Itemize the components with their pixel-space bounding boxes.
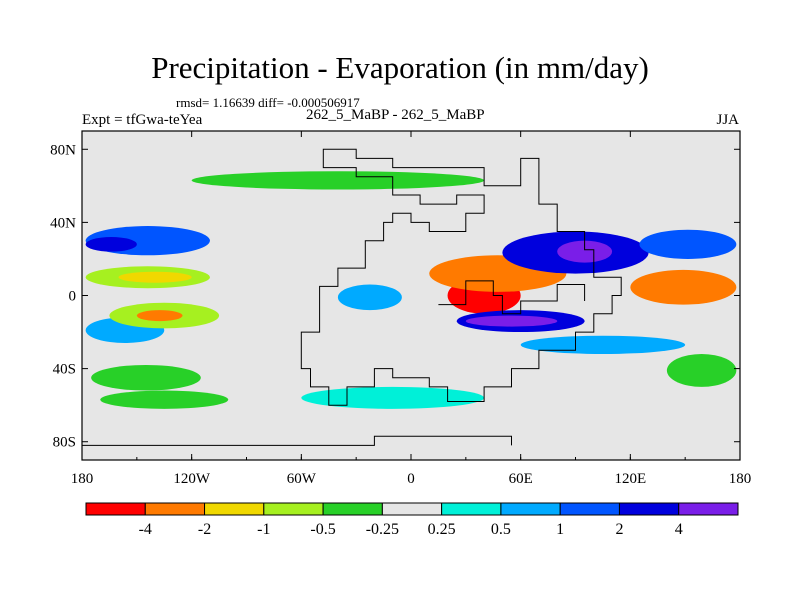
colorbar-swatch	[618, 502, 680, 516]
field-tethys-south-wet-core	[465, 315, 558, 327]
season-label: JJA	[716, 112, 739, 128]
colorbar-label: 0.5	[491, 521, 511, 538]
colorbar: -4 -2 -1 -0.5 -0.25 0.25 0.5 1 2 4	[85, 502, 739, 538]
continent-outline	[82, 148, 622, 446]
y-tick-label: 40N	[50, 215, 76, 231]
colorbar-label: -2	[198, 521, 211, 538]
x-tick-label: 180	[729, 471, 752, 487]
colorbar-label: 0.25	[428, 521, 456, 538]
colorbar-label: -1	[257, 521, 270, 538]
x-tick-label: 60W	[287, 471, 317, 487]
field-s-panthalassa-dry	[666, 353, 737, 387]
y-axis: 80N 40N 0 40S 80S	[50, 142, 740, 451]
field-south-pole-dry	[100, 390, 229, 409]
pangaea-coastline	[300, 148, 622, 406]
colorbar-swatch	[204, 502, 265, 516]
colorbar-label: -4	[139, 521, 152, 538]
field-s-indian-wet	[520, 335, 686, 354]
field-pangea-equator-wet	[337, 284, 402, 311]
colorbar-swatch	[263, 502, 324, 516]
colorbar-swatch	[678, 502, 739, 516]
x-tick-label: 120W	[173, 471, 211, 487]
chart-title: Precipitation - Evaporation (in mm/day)	[151, 50, 649, 85]
colorbar-swatch	[322, 502, 383, 516]
x-tick-label: 120E	[614, 471, 646, 487]
case-label: 262_5_MaBP - 262_5_MaBP	[306, 107, 485, 123]
tethys-coastline	[438, 280, 586, 315]
field-n-pacific-dry-core	[118, 271, 192, 283]
colorbar-swatch	[500, 502, 561, 516]
colorbar-label: 1	[556, 521, 564, 538]
colorbar-swatch	[381, 502, 443, 516]
x-axis: 180 120W 60W 0 60E 120E 180	[71, 131, 752, 487]
field-se-pacific-wet	[639, 229, 737, 259]
y-tick-label: 80N	[50, 142, 76, 158]
field-n-pacific-wet-core	[85, 237, 137, 252]
antarctic-coastline	[82, 435, 512, 446]
colorbar-swatch	[441, 502, 502, 516]
colorbar-swatch	[144, 502, 206, 516]
x-tick-label: 0	[407, 471, 415, 487]
y-tick-label: 80S	[53, 435, 76, 451]
x-tick-label: 60E	[509, 471, 533, 487]
field-high-lat-n-dry	[191, 171, 485, 190]
field-asia-monsoon-wet-core	[557, 240, 613, 263]
field-s-pacific-dry-core	[136, 310, 183, 322]
field-s-pacific-far-dry	[91, 364, 201, 391]
y-tick-label: 0	[69, 289, 77, 305]
colorbar-swatch	[559, 502, 620, 516]
field-se-pacific-dry	[630, 269, 737, 305]
experiment-label: Expt = tfGwa-teYea	[82, 112, 203, 128]
colorbar-label: -0.25	[366, 521, 399, 538]
stats-line: rmsd= 1.16639 diff= -0.000506917	[176, 95, 360, 110]
colorbar-label: 2	[615, 521, 623, 538]
y-tick-label: 40S	[53, 362, 76, 378]
colorbar-label: -0.5	[310, 521, 335, 538]
map-area	[82, 131, 740, 460]
x-tick-label: 180	[71, 471, 94, 487]
colorbar-label: 4	[675, 521, 683, 538]
colorbar-swatch	[85, 502, 146, 516]
